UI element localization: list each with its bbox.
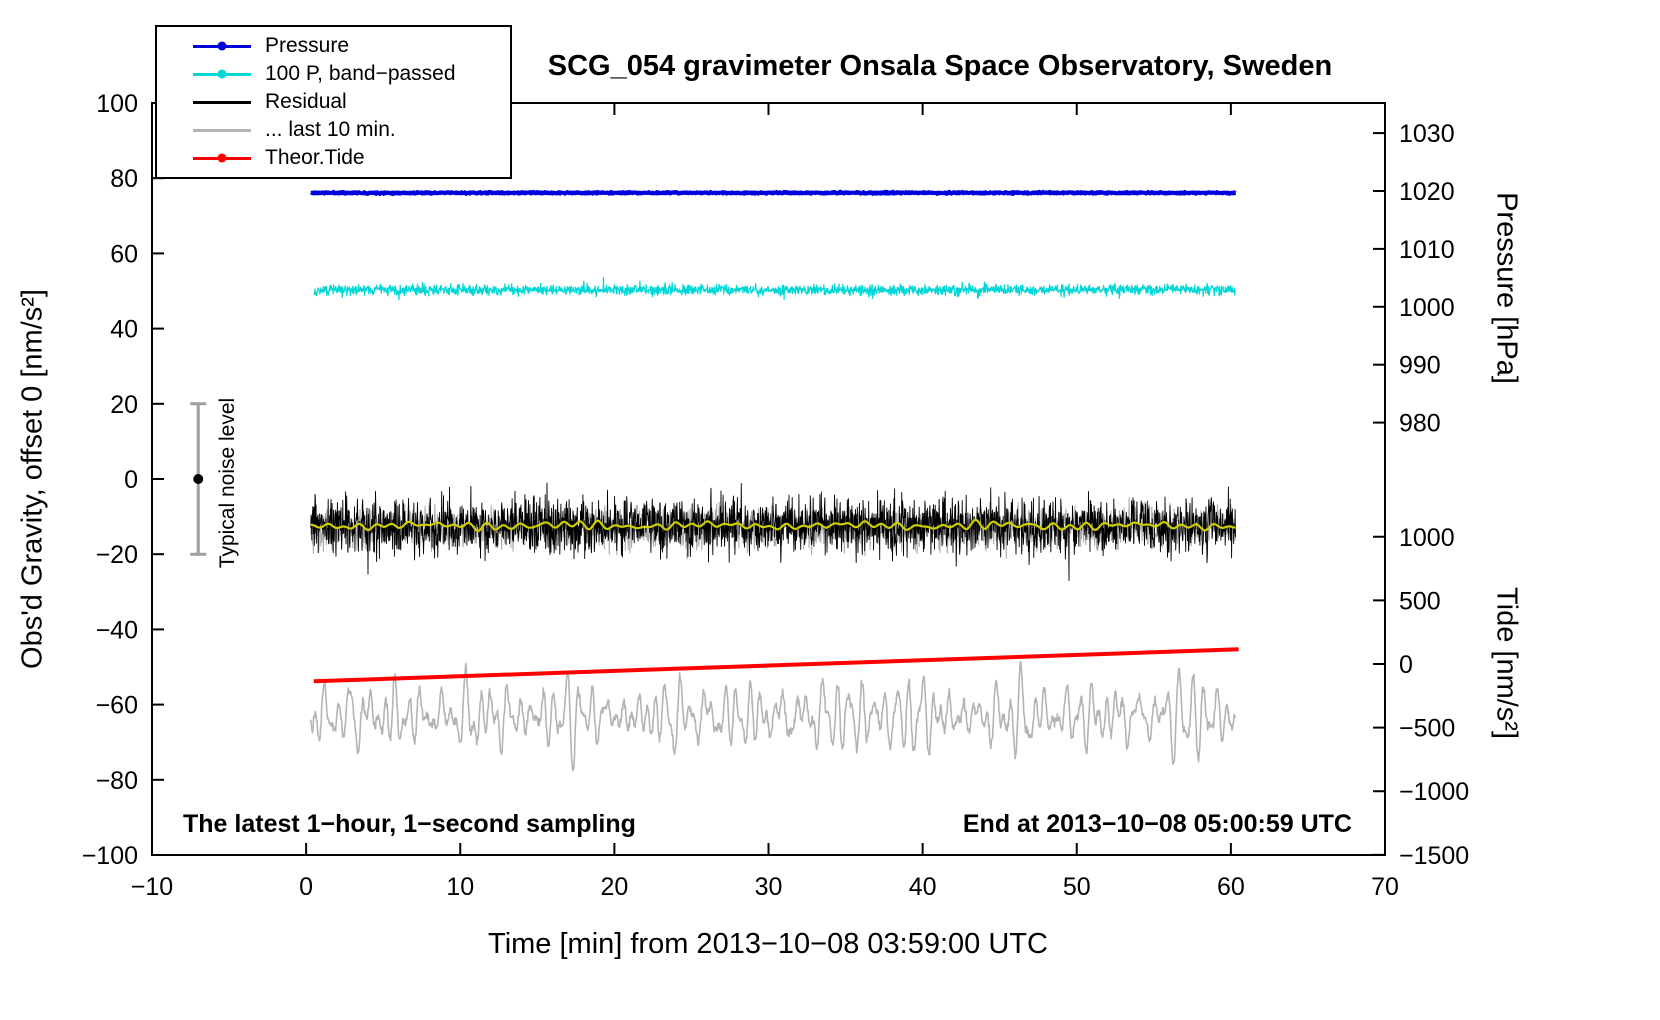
legend-item-label: Residual xyxy=(265,90,347,113)
pressure-tick-label: 1000 xyxy=(1399,294,1455,322)
x-axis-label: Time [min] from 2013−10−08 03:59:00 UTC xyxy=(488,928,1048,960)
y-tick-label: 40 xyxy=(110,316,138,344)
legend-marker-dot xyxy=(217,41,227,51)
legend-marker-dot xyxy=(217,69,227,79)
y-tick-label: −80 xyxy=(96,767,138,795)
legend-marker-line xyxy=(193,41,251,51)
legend-item-label: Pressure xyxy=(265,34,350,57)
x-tick-label: 0 xyxy=(299,873,313,901)
x-tick-label: −10 xyxy=(131,873,173,901)
legend-item-label: ... last 10 min. xyxy=(265,118,396,141)
legend-item-label: 100 P, band−passed xyxy=(265,62,456,85)
tide-tick-label: −1000 xyxy=(1399,778,1469,806)
x-tick-label: 40 xyxy=(909,873,937,901)
noise-marker-dot xyxy=(193,474,204,484)
legend-marker-line xyxy=(193,128,251,132)
y-axis-label-pressure: Pressure [hPa] xyxy=(1490,192,1523,384)
legend-item: 100 P, band−passed xyxy=(157,60,510,88)
legend-marker-line xyxy=(193,100,251,104)
legend-item: Residual xyxy=(157,88,510,116)
chart-title: SCG_054 gravimeter Onsala Space Observat… xyxy=(547,50,1333,82)
legend-item-label: Theor.Tide xyxy=(265,146,365,169)
y-tick-label: 100 xyxy=(96,90,138,118)
legend-marker-line xyxy=(193,69,251,79)
series-group xyxy=(309,189,1239,772)
series-residual-smoothed xyxy=(310,518,1236,532)
y-tick-label: 60 xyxy=(110,240,138,268)
x-tick-label: 70 xyxy=(1371,873,1399,901)
tide-tick-label: 1000 xyxy=(1399,524,1455,552)
x-tick-label: 30 xyxy=(755,873,783,901)
y-tick-label: −100 xyxy=(82,842,138,870)
series-theor-tide xyxy=(313,647,1239,684)
y-tick-label: 0 xyxy=(124,466,138,494)
legend-item: Pressure xyxy=(157,32,510,60)
x-tick-label: 50 xyxy=(1063,873,1091,901)
series-pressure-bandpassed xyxy=(313,277,1237,301)
pressure-tick-label: 980 xyxy=(1399,410,1441,438)
pressure-tick-label: 1030 xyxy=(1399,120,1455,148)
y-axis-label-tide: Tide [nm/s²] xyxy=(1490,586,1523,740)
tide-tick-label: 500 xyxy=(1399,587,1441,615)
sampling-annotation: The latest 1−hour, 1−second sampling xyxy=(183,810,636,838)
legend: Pressure 100 P, band−passed Residual ... la… xyxy=(155,25,512,179)
x-tick-label: 60 xyxy=(1217,873,1245,901)
y-tick-label: −40 xyxy=(96,616,138,644)
noise-level-label: Typical noise level xyxy=(216,397,239,569)
pressure-tick-label: 990 xyxy=(1399,352,1441,380)
x-tick-label: 20 xyxy=(600,873,628,901)
legend-marker-line xyxy=(193,153,251,163)
end-time-annotation: End at 2013−10−08 05:00:59 UTC xyxy=(962,810,1352,838)
tide-tick-label: −1500 xyxy=(1399,842,1469,870)
legend-item: ... last 10 min. xyxy=(157,116,510,144)
x-tick-label: 10 xyxy=(446,873,474,901)
pressure-tick-label: 1020 xyxy=(1399,178,1455,206)
series-pressure xyxy=(309,189,1237,196)
y-tick-label: −60 xyxy=(96,692,138,720)
legend-marker-dot xyxy=(217,153,227,163)
y-tick-label: 20 xyxy=(110,391,138,419)
y-tick-label: 80 xyxy=(110,165,138,193)
legend-item: Theor.Tide xyxy=(157,144,510,172)
tide-tick-label: −500 xyxy=(1399,715,1455,743)
pressure-tick-label: 1010 xyxy=(1399,236,1455,264)
y-tick-label: −20 xyxy=(96,541,138,569)
tide-tick-label: 0 xyxy=(1399,651,1413,679)
series-residual xyxy=(310,482,1236,582)
y-axis-label-gravity: Obs'd Gravity, offset 0 [nm/s²] xyxy=(16,289,49,669)
